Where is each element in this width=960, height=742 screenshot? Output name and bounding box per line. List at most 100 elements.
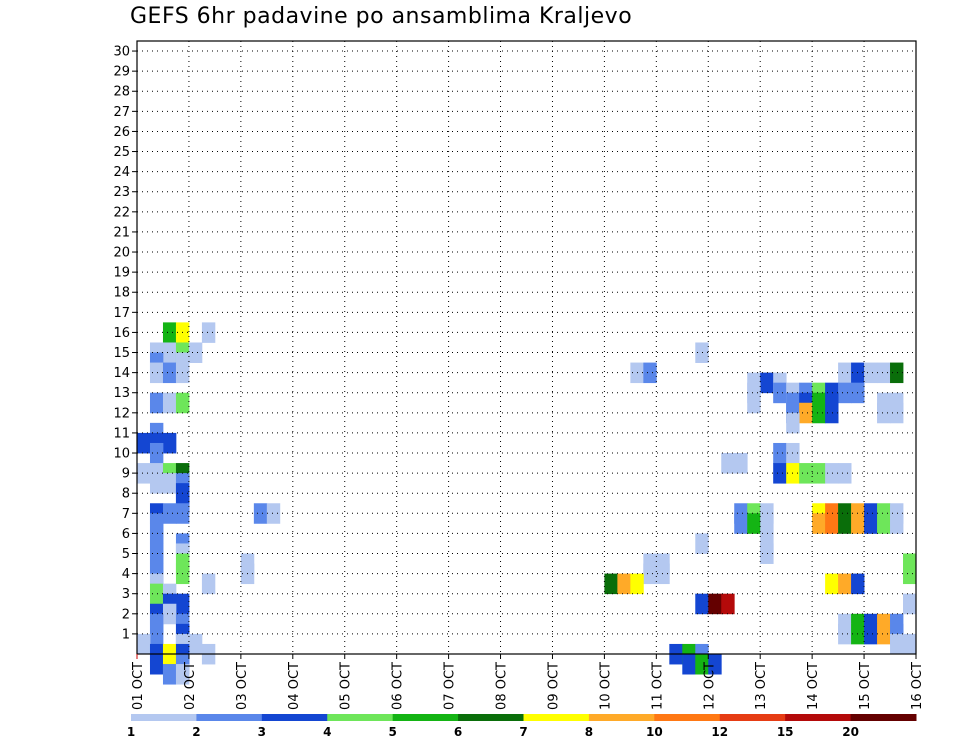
y-tick-label: 23 <box>113 185 130 200</box>
x-tick-label: 05 OCT <box>339 662 354 710</box>
heatmap-cell <box>773 463 787 484</box>
x-tick-label: 11 OCT <box>650 662 665 710</box>
heatmap-cell <box>162 473 177 494</box>
heatmap-cell <box>760 543 774 564</box>
heatmap-cell <box>812 463 826 484</box>
heatmap-cell <box>877 513 891 534</box>
colorbar-label: 12 <box>711 725 728 739</box>
heatmap-cell <box>630 573 644 595</box>
colorbar-segment <box>588 714 655 721</box>
heatmap-cell <box>812 402 826 424</box>
x-tick-label: 10 OCT <box>598 662 613 710</box>
heatmap-cell <box>825 463 839 484</box>
colorbar-label: 5 <box>388 725 396 739</box>
x-axis: 01 OCT 02 OCT 03 OCT 04 OCT 05 OCT 06 OCT 07 O… <box>131 654 925 710</box>
y-tick-label: 27 <box>113 105 130 120</box>
plot-frame <box>136 40 917 655</box>
colorbar-label: 7 <box>519 725 527 739</box>
heatmap-cell <box>864 362 878 384</box>
heatmap-cell <box>734 453 748 474</box>
heatmap-cell <box>799 402 813 424</box>
x-tick-label: 02 OCT <box>183 662 198 710</box>
heatmap-cell <box>760 513 774 534</box>
y-tick-label: 11 <box>113 426 130 441</box>
y-tick-label: 8 <box>122 487 130 502</box>
heatmap-cell <box>162 322 177 343</box>
colorbar-segment <box>327 714 394 721</box>
colorbar-label: 1 <box>127 725 135 739</box>
heatmap-cell <box>851 573 865 595</box>
colorbar-segment <box>261 714 328 721</box>
colorbar: 1 2 3 4 5 6 7 8 10 12 15 20 <box>127 714 917 739</box>
heatmap-cell <box>903 633 917 655</box>
x-tick-label: 15 OCT <box>858 662 873 710</box>
colorbar-label: 8 <box>585 725 593 739</box>
heatmap-cell <box>786 412 800 434</box>
heatmap-cell <box>149 583 164 605</box>
y-tick-label: 6 <box>122 527 130 542</box>
heatmap-cell <box>682 654 696 675</box>
heatmap-cell <box>162 392 177 414</box>
y-axis: 1234567891011121314151617181920212223242… <box>113 45 137 642</box>
heatmap-cell <box>773 442 787 464</box>
y-tick-label: 18 <box>113 286 130 301</box>
y-tick-label: 26 <box>113 125 130 140</box>
heatmap-cell <box>721 453 735 474</box>
heatmap-cell <box>812 513 826 534</box>
y-tick-label: 24 <box>113 165 130 180</box>
y-tick-label: 28 <box>113 85 130 100</box>
heatmap-cell <box>864 623 878 645</box>
heatmap-cell <box>877 402 891 424</box>
y-tick-label: 12 <box>113 406 130 421</box>
chart-title: GEFS 6hr padavine po ansamblima Kraljevo <box>130 4 633 29</box>
heatmap-cell <box>149 392 164 414</box>
grid-lines <box>137 41 916 654</box>
heatmap-cell <box>149 623 164 645</box>
heatmap-cell <box>162 432 177 454</box>
x-tick-label: 14 OCT <box>806 662 821 710</box>
heatmap-cell <box>747 392 761 414</box>
colorbar-label: 20 <box>842 725 859 739</box>
heatmap-cells <box>137 322 917 685</box>
colorbar-label: 6 <box>454 725 462 739</box>
y-tick-label: 22 <box>113 205 130 220</box>
y-tick-label: 20 <box>113 246 130 261</box>
colorbar-segment <box>719 714 786 721</box>
y-tick-label: 10 <box>113 447 130 462</box>
y-tick-label: 21 <box>113 225 130 240</box>
colorbar-label: 10 <box>646 725 663 739</box>
heatmap-cell <box>890 362 904 384</box>
colorbar-segment <box>458 714 524 721</box>
heatmap-cell <box>825 573 839 595</box>
heatmap-cell <box>708 654 722 675</box>
y-tick-label: 5 <box>122 547 130 562</box>
colorbar-segment <box>785 714 852 721</box>
heatmap-cell <box>617 573 631 595</box>
heatmap-cell <box>838 463 852 484</box>
colorbar-label: 3 <box>258 725 266 739</box>
colorbar-segment <box>196 714 263 721</box>
heatmap-cell <box>162 503 177 524</box>
colorbar-label: 4 <box>323 725 331 739</box>
heatmap-cell <box>890 633 904 655</box>
heatmap-cell <box>162 603 177 625</box>
heatmap-cell <box>656 563 670 585</box>
heatmap-cell <box>695 533 709 554</box>
y-tick-label: 13 <box>113 386 130 401</box>
heatmap-cell <box>903 593 917 615</box>
heatmap-cell <box>877 623 891 645</box>
colorbar-label: 2 <box>192 725 200 739</box>
colorbar-segment <box>523 714 590 721</box>
colorbar-label: 15 <box>777 725 794 739</box>
heatmap-cell <box>149 362 164 384</box>
heatmap-cell <box>825 402 839 424</box>
y-tick-label: 4 <box>122 567 130 582</box>
y-tick-label: 15 <box>113 346 130 361</box>
heatmap-cell <box>838 623 852 645</box>
y-tick-label: 30 <box>113 45 130 60</box>
heatmap-cell <box>708 593 722 615</box>
y-tick-label: 25 <box>113 145 130 160</box>
heatmap-cell <box>162 362 177 384</box>
x-tick-label: 03 OCT <box>235 662 250 710</box>
